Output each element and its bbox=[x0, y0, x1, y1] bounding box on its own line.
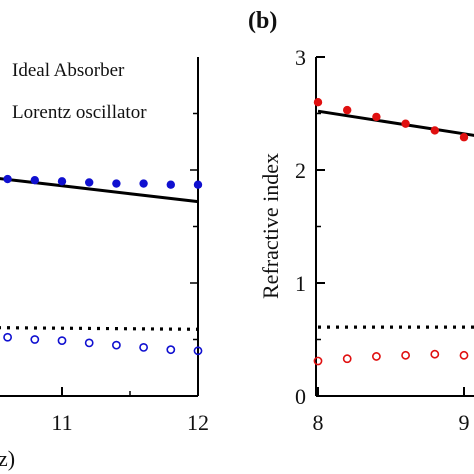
panel-a-marks bbox=[0, 174, 203, 356]
panel-b-axes bbox=[315, 57, 474, 397]
data-point-open bbox=[57, 336, 67, 346]
data-point-filled bbox=[430, 126, 439, 135]
legend-entry-ideal-absorber: Ideal Absorber bbox=[12, 60, 125, 81]
data-point-filled bbox=[85, 178, 94, 187]
panel-a: 11 12 Ideal Absorber Lorentz oscillator z… bbox=[0, 57, 209, 471]
panel-a-x-axis-label: z) bbox=[0, 446, 15, 471]
data-point-open bbox=[313, 356, 323, 366]
y-tick-label: 2 bbox=[295, 158, 306, 183]
y-tick-label: 1 bbox=[295, 271, 306, 296]
panel-b-label: (b) bbox=[248, 8, 277, 34]
data-point-open bbox=[401, 350, 410, 360]
x-tick-label: 8 bbox=[313, 410, 324, 435]
panel-b: (b) Refractive index 8 9 0 1 2 3 bbox=[248, 8, 474, 435]
data-point-open bbox=[84, 338, 94, 348]
data-point-filled bbox=[401, 119, 410, 128]
data-point-filled bbox=[193, 180, 203, 189]
data-point-open bbox=[166, 345, 176, 355]
data-point-filled bbox=[166, 180, 175, 189]
data-point-open bbox=[371, 352, 381, 361]
y-tick-label: 3 bbox=[295, 45, 306, 70]
data-point-open bbox=[459, 350, 469, 360]
data-point-open bbox=[193, 346, 203, 356]
data-point-open bbox=[139, 343, 148, 352]
data-point-filled bbox=[3, 174, 12, 184]
panel-b-marks bbox=[313, 98, 474, 366]
panel-b-ticks: 8 9 0 1 2 3 bbox=[295, 45, 470, 435]
data-point-filled bbox=[313, 98, 323, 107]
data-point-filled bbox=[57, 177, 67, 186]
legend-entry-lorentz-oscillator: Lorentz oscillator bbox=[12, 102, 147, 123]
data-point-filled bbox=[112, 179, 121, 188]
panel-b-y-axis-label: Refractive index bbox=[258, 153, 283, 299]
data-point-filled bbox=[459, 133, 469, 142]
y-tick-label: 0 bbox=[295, 384, 306, 409]
series-line-ideal-absorber bbox=[317, 109, 474, 137]
x-tick-label: 9 bbox=[459, 410, 470, 435]
data-point-open bbox=[112, 340, 121, 350]
data-point-open bbox=[3, 332, 12, 342]
series-line-ideal-absorber bbox=[0, 177, 199, 204]
x-tick-label: 12 bbox=[187, 410, 209, 435]
data-point-filled bbox=[372, 112, 381, 122]
data-point-open bbox=[430, 349, 440, 359]
data-point-open bbox=[30, 335, 40, 344]
data-point-filled bbox=[343, 105, 352, 115]
panel-a-x-ticks: 11 12 bbox=[51, 112, 209, 435]
data-point-open bbox=[342, 354, 352, 364]
series-line-lorentz-dotted bbox=[0, 326, 199, 331]
x-tick-label: 11 bbox=[51, 410, 72, 435]
data-point-filled bbox=[139, 179, 148, 188]
data-point-filled bbox=[30, 175, 39, 185]
